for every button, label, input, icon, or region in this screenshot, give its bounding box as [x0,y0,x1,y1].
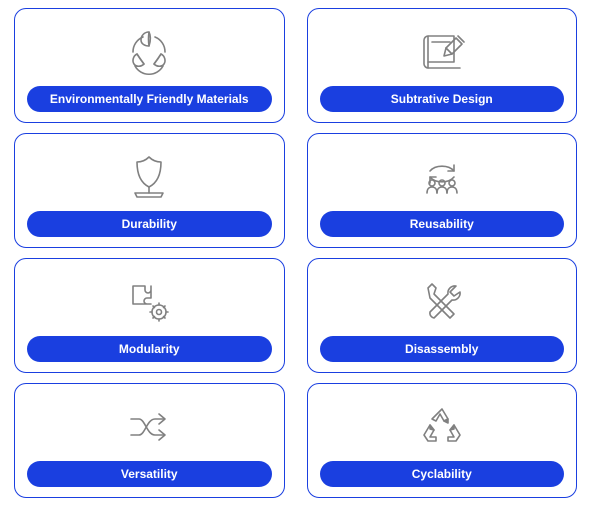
shuffle-arrows-icon [27,392,272,461]
card-label: Modularity [27,336,272,362]
card-versatility: Versatility [14,383,285,498]
card-label: Subtrative Design [320,86,565,112]
card-label: Durability [27,211,272,237]
card-durability: Durability [14,133,285,248]
card-disassembly: Disassembly [307,258,578,373]
card-subtrative-design: Subtrative Design [307,8,578,123]
blueprint-pencil-icon [320,17,565,86]
shield-stand-icon [27,142,272,211]
card-cyclability: Cyclability [307,383,578,498]
card-label: Versatility [27,461,272,487]
card-modularity: Modularity [14,258,285,373]
card-label: Reusability [320,211,565,237]
leaves-cycle-icon [27,17,272,86]
card-reusability: Reusability [307,133,578,248]
wrench-screwdriver-icon [320,267,565,336]
card-environmentally-friendly-materials: Environmentally Friendly Materials [14,8,285,123]
puzzle-gear-icon [27,267,272,336]
card-label: Cyclability [320,461,565,487]
principles-grid: Environmentally Friendly Materials Subtr… [14,8,577,498]
recycle-icon [320,392,565,461]
people-cycle-icon [320,142,565,211]
card-label: Disassembly [320,336,565,362]
card-label: Environmentally Friendly Materials [27,86,272,112]
